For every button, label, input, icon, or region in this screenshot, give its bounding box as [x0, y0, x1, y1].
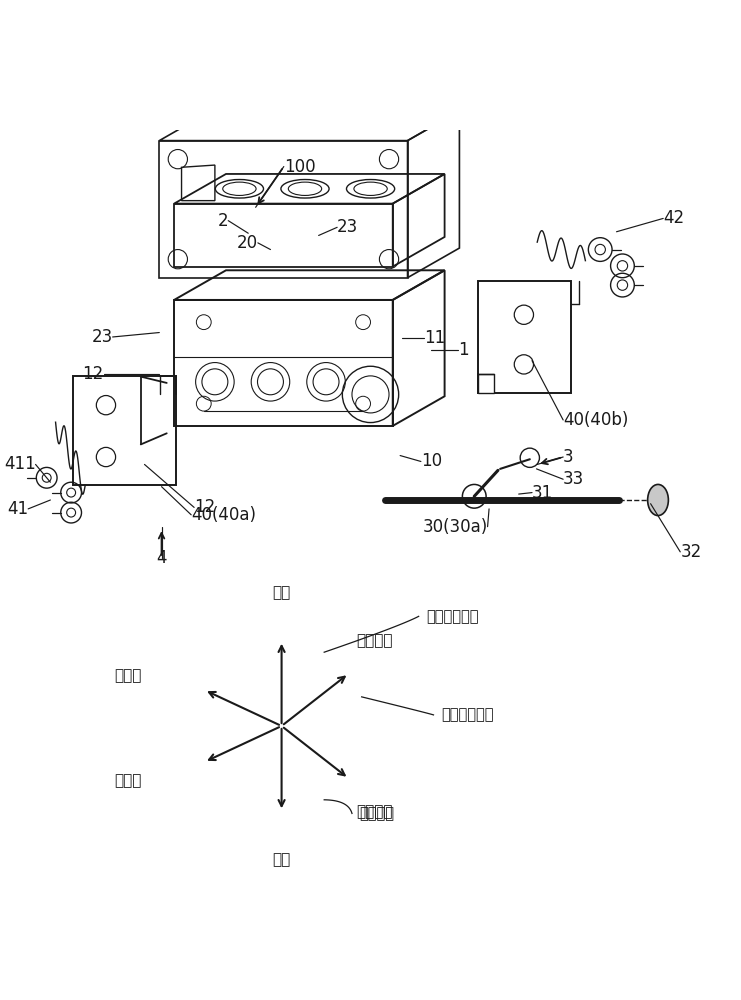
Text: 11: 11 — [424, 329, 445, 347]
Text: 另一端側: 另一端側 — [356, 633, 393, 648]
Text: 10: 10 — [421, 452, 442, 470]
Text: 2: 2 — [218, 212, 228, 230]
Text: 40(40b): 40(40b) — [563, 411, 628, 429]
Text: 23: 23 — [91, 328, 113, 346]
Text: 4: 4 — [156, 549, 167, 567]
Text: 100: 100 — [284, 158, 316, 176]
Text: 23: 23 — [337, 218, 359, 236]
Text: 1: 1 — [458, 341, 468, 359]
Text: 12: 12 — [82, 365, 104, 383]
Text: 下側: 下側 — [273, 852, 290, 867]
Text: 缸體較短方向: 缸體較短方向 — [426, 609, 479, 624]
Text: 上側: 上側 — [273, 585, 290, 600]
Text: 41: 41 — [7, 500, 28, 518]
Text: 32: 32 — [680, 543, 702, 561]
Text: 20: 20 — [236, 234, 258, 252]
Polygon shape — [478, 374, 494, 393]
Text: 一端側: 一端側 — [114, 773, 142, 788]
Text: 411: 411 — [4, 455, 36, 473]
Text: 汽缸軸向: 汽缸軸向 — [359, 806, 394, 821]
Text: 40(40a): 40(40a) — [191, 506, 256, 524]
Text: 31: 31 — [532, 484, 554, 502]
Text: 42: 42 — [663, 209, 685, 227]
Text: 另一端側: 另一端側 — [356, 804, 393, 819]
Text: 一端側: 一端側 — [114, 668, 142, 683]
Text: 30(30a): 30(30a) — [422, 518, 488, 536]
Text: 12: 12 — [194, 498, 216, 516]
Ellipse shape — [648, 484, 668, 516]
Text: 3: 3 — [563, 448, 574, 466]
Text: 缸體較長方向: 缸體較長方向 — [441, 707, 494, 722]
Text: 33: 33 — [563, 470, 585, 488]
